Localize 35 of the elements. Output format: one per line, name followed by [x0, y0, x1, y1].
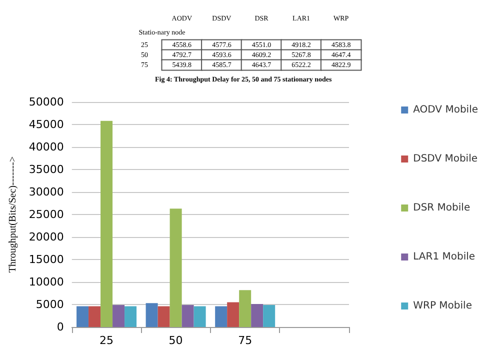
bar — [158, 306, 170, 327]
y-tick-label: 10000 — [28, 276, 64, 288]
y-tick-label: 5000 — [36, 298, 64, 311]
bar — [146, 303, 158, 327]
bar — [76, 306, 89, 327]
bar — [227, 302, 240, 327]
y-tick-label: 25000 — [28, 208, 64, 221]
y-tick-label: 50000 — [28, 96, 64, 108]
legend-label: AODV Mobile — [413, 104, 478, 116]
y-tick-label: 30000 — [28, 186, 64, 198]
legend-label: LAR1 Mobile — [413, 252, 476, 262]
bar — [251, 304, 264, 327]
legend-label: DSR Mobile — [413, 202, 470, 214]
legend-label: WRP Mobile — [413, 300, 472, 312]
bar — [215, 306, 228, 327]
bar — [239, 290, 252, 327]
y-tick-label: 20000 — [28, 230, 64, 244]
y-axis-title: Throughput(Bits/Sec)-------> — [8, 156, 18, 273]
bar — [124, 306, 137, 327]
y-tick-label: 0 — [56, 320, 64, 334]
bar — [112, 304, 125, 327]
x-tick-label: 50 — [168, 334, 183, 347]
x-tick-label: 25 — [100, 334, 114, 347]
y-tick-label: 15000 — [28, 253, 64, 266]
x-tick-label: 75 — [238, 334, 252, 347]
y-tick-label: 40000 — [28, 140, 64, 154]
bar — [170, 208, 182, 327]
y-tick-label: 35000 — [28, 163, 64, 176]
bar — [100, 120, 113, 327]
bar — [88, 306, 101, 327]
bar — [182, 304, 194, 327]
y-tick-label: 45000 — [28, 118, 64, 131]
bar — [263, 304, 276, 327]
legend-label: DSDV Mobile — [413, 154, 478, 164]
bar — [194, 306, 206, 327]
